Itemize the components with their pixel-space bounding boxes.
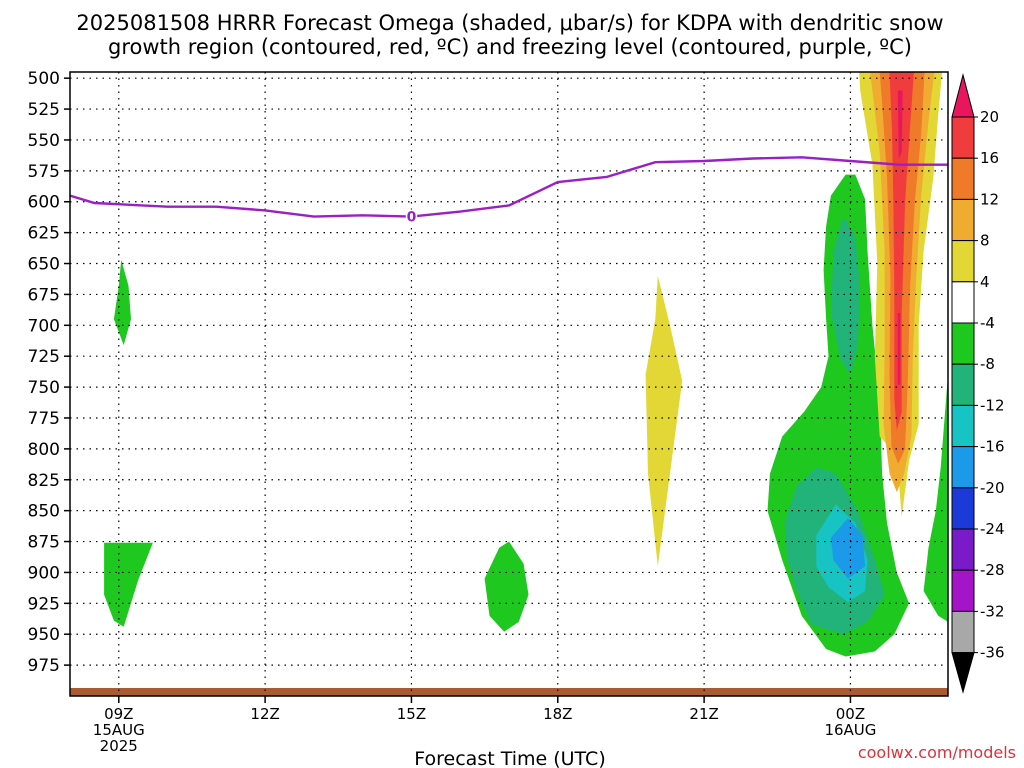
chart-title-line1: 2025081508 HRRR Forecast Omega (shaded, … xyxy=(76,11,943,35)
colorbar-segment-2 xyxy=(951,198,975,242)
colorbar-segment-3 xyxy=(951,240,975,283)
y-tick-label-625: 625 xyxy=(28,224,60,244)
x-tick-label-00Z-0: 00Z xyxy=(836,705,865,723)
colorbar-label-20: 20 xyxy=(980,108,999,126)
colorbar-bottom-arrow xyxy=(951,652,975,694)
omega-region-1 xyxy=(104,542,153,627)
y-tick-label-925: 925 xyxy=(28,594,60,614)
y-axis: 500 525 550 575 600 625 650 675 700 725 750 775 800 8… xyxy=(28,69,70,676)
colorbar-label--8: -8 xyxy=(980,355,995,373)
omega-shading-layer xyxy=(104,72,948,657)
colorbar-segment-10 xyxy=(951,528,975,571)
credit-text: coolwx.com/models xyxy=(858,743,1016,762)
surface-terrain-layer xyxy=(70,688,948,696)
x-tick-label-15Z-0: 15Z xyxy=(397,705,426,723)
colorbar-segment-6 xyxy=(951,363,975,406)
y-tick-label-575: 575 xyxy=(28,162,60,182)
plot-frame xyxy=(69,71,949,697)
x-tick-label-21Z-0: 21Z xyxy=(689,705,718,723)
y-tick-label-725: 725 xyxy=(28,347,60,367)
colorbar-label-16: 16 xyxy=(980,149,999,167)
omega-region-15 xyxy=(897,313,901,385)
y-tick-label-850: 850 xyxy=(28,502,60,522)
colorbar-label--20: -20 xyxy=(980,479,1005,497)
freezing-level-layer: 0 xyxy=(69,156,948,227)
freezing-level-line xyxy=(69,156,948,218)
colorbar-label--16: -16 xyxy=(980,438,1005,456)
y-tick-label-600: 600 xyxy=(28,193,60,213)
colorbar-segment-1 xyxy=(951,157,975,200)
x-tick-label-00Z-1: 16AUG xyxy=(824,721,876,739)
colorbar-label-8: 8 xyxy=(980,232,990,250)
omega-region-8 xyxy=(830,518,866,579)
y-tick-label-975: 975 xyxy=(28,656,60,676)
y-tick-label-775: 775 xyxy=(28,409,60,429)
colorbar-label--4: -4 xyxy=(980,314,995,332)
y-tick-label-750: 750 xyxy=(28,378,60,398)
omega-region-3 xyxy=(645,275,683,567)
colorbar: 20 16 12 8 4 -4 -8 -12 -16 -20 -24 -28 -32 -36 xyxy=(951,73,1005,694)
colorbar-label--28: -28 xyxy=(980,561,1005,579)
y-tick-label-675: 675 xyxy=(28,285,60,305)
colorbar-label--12: -12 xyxy=(980,396,1005,414)
colorbar-segment-5 xyxy=(951,322,975,365)
gridlines xyxy=(70,72,948,696)
chart-title-line2: growth region (contoured, red, ºC) and f… xyxy=(108,35,912,59)
colorbar-label--36: -36 xyxy=(980,644,1005,662)
x-tick-label-12Z-0: 12Z xyxy=(250,705,279,723)
x-tick-label-18Z-0: 18Z xyxy=(543,705,572,723)
x-tick-label-09Z-0: 09Z xyxy=(104,705,133,723)
colorbar-segment-7 xyxy=(951,404,975,448)
colorbar-label--32: -32 xyxy=(980,602,1005,620)
y-tick-label-650: 650 xyxy=(28,255,60,275)
y-tick-label-900: 900 xyxy=(28,563,60,583)
omega-region-0 xyxy=(113,259,131,346)
freezing-level-label: 0 xyxy=(407,210,417,226)
colorbar-label-12: 12 xyxy=(980,190,999,208)
x-tick-label-09Z-1: 15AUG xyxy=(93,721,145,739)
colorbar-label-4: 4 xyxy=(980,273,990,291)
y-tick-label-550: 550 xyxy=(28,131,60,151)
y-tick-label-950: 950 xyxy=(28,625,60,645)
colorbar-top-arrow xyxy=(951,73,975,118)
x-axis-label: Forecast Time (UTC) xyxy=(414,748,605,768)
omega-region-14 xyxy=(897,90,903,159)
y-tick-label-800: 800 xyxy=(28,440,60,460)
omega-region-9 xyxy=(923,374,948,622)
colorbar-segment-11 xyxy=(951,569,975,612)
x-tick-label-09Z-2: 2025 xyxy=(100,737,138,755)
colorbar-label--24: -24 xyxy=(980,520,1005,538)
colorbar-segment-12 xyxy=(951,610,975,654)
y-tick-label-700: 700 xyxy=(28,316,60,336)
omega-region-2 xyxy=(484,541,529,632)
colorbar-segment-0 xyxy=(951,116,975,159)
y-tick-label-825: 825 xyxy=(28,471,60,491)
y-tick-label-525: 525 xyxy=(28,100,60,120)
colorbar-segment-4 xyxy=(951,281,975,324)
omega-region-13 xyxy=(889,72,914,431)
y-tick-label-875: 875 xyxy=(28,533,60,553)
omega-region-5 xyxy=(830,216,861,375)
y-tick-label-500: 500 xyxy=(28,69,60,89)
colorbar-segment-8 xyxy=(951,446,975,489)
colorbar-segment-9 xyxy=(951,487,975,530)
surface-terrain-strip xyxy=(70,688,948,696)
